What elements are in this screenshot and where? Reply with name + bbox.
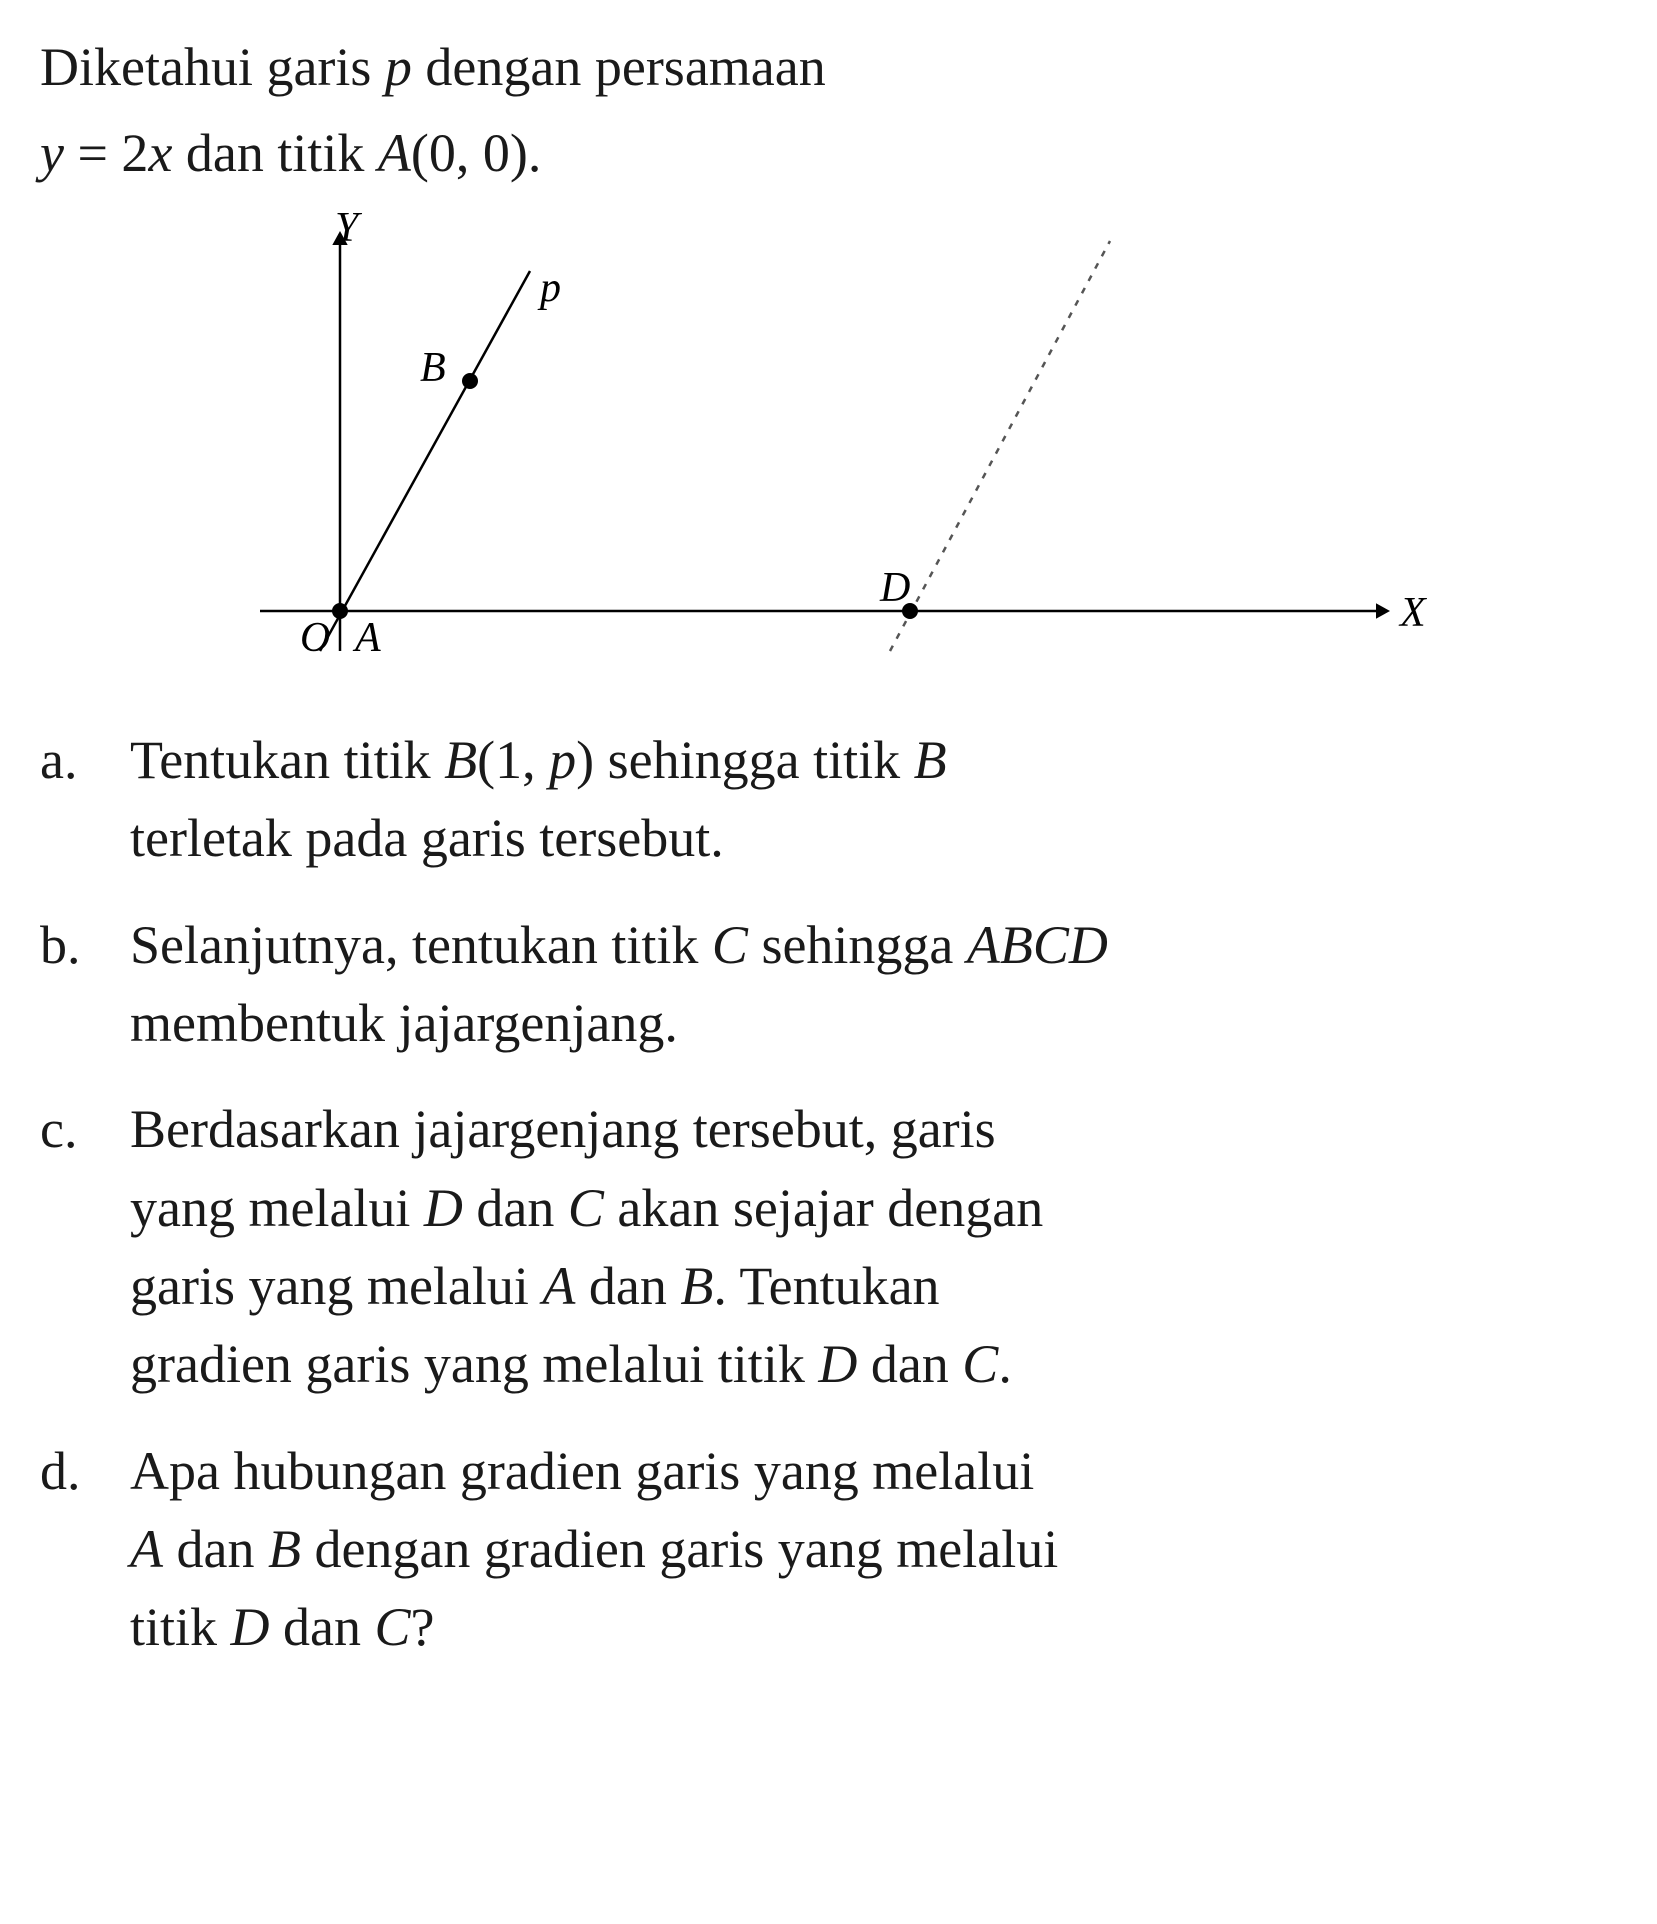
intro-text: = 2	[64, 123, 148, 183]
question-text: Apa hubungan gradien garis yang melalui …	[130, 1432, 1617, 1667]
var-x: x	[148, 123, 172, 183]
question-label: b.	[40, 906, 130, 1063]
text: dengan gradien garis yang melalui	[301, 1519, 1058, 1579]
question-label: c.	[40, 1090, 130, 1403]
question-d: d. Apa hubungan gradien garis yang melal…	[40, 1432, 1617, 1667]
svg-text:Y: Y	[335, 211, 363, 251]
svg-text:p: p	[537, 265, 561, 311]
intro-text: (0, 0).	[411, 123, 541, 183]
text: dan	[270, 1597, 375, 1657]
text: yang melalui	[130, 1178, 424, 1238]
intro-text: dengan persamaan	[412, 37, 826, 97]
question-b: b. Selanjutnya, tentukan titik C sehingg…	[40, 906, 1617, 1063]
text: Tentukan titik	[130, 730, 444, 790]
question-text: Berdasarkan jajargenjang tersebut, garis…	[130, 1090, 1617, 1403]
text: Apa hubungan gradien garis yang melalui	[130, 1441, 1034, 1501]
text: . Tentukan	[713, 1256, 939, 1316]
text: titik	[130, 1597, 231, 1657]
intro-text: dan titik	[172, 123, 377, 183]
var-B: B	[268, 1519, 301, 1579]
var-D: D	[818, 1334, 857, 1394]
intro-text: Diketahui garis	[40, 37, 385, 97]
var-C: C	[962, 1334, 998, 1394]
question-label: d.	[40, 1432, 130, 1667]
question-list: a. Tentukan titik B(1, p) sehingga titik…	[40, 721, 1617, 1666]
coordinate-diagram: Y Xp B D OA	[240, 211, 1440, 691]
var-C: C	[374, 1597, 410, 1657]
text: dan	[163, 1519, 268, 1579]
var-B: B	[680, 1256, 713, 1316]
svg-text:O: O	[300, 615, 330, 661]
diagram-container: Y Xp B D OA	[40, 211, 1617, 691]
svg-text:X: X	[1398, 590, 1428, 636]
text: .	[998, 1334, 1012, 1394]
text: membentuk jajargenjang.	[130, 993, 678, 1053]
intro-line-2: y = 2x dan titik A(0, 0).	[40, 116, 1617, 192]
question-text: Tentukan titik B(1, p) sehingga titik B …	[130, 721, 1617, 878]
question-label: a.	[40, 721, 130, 878]
var-B: B	[914, 730, 947, 790]
text: garis yang melalui	[130, 1256, 542, 1316]
var-C: C	[712, 915, 748, 975]
var-p: p	[549, 730, 576, 790]
text: akan sejajar dengan	[604, 1178, 1043, 1238]
question-text: Selanjutnya, tentukan titik C sehingga A…	[130, 906, 1617, 1063]
var-ABCD: ABCD	[967, 915, 1108, 975]
text: terletak pada garis tersebut.	[130, 808, 724, 868]
text: ) sehingga titik	[576, 730, 913, 790]
question-a: a. Tentukan titik B(1, p) sehingga titik…	[40, 721, 1617, 878]
text: Selanjutnya, tentukan titik	[130, 915, 712, 975]
var-p: p	[385, 37, 412, 97]
var-A: A	[542, 1256, 575, 1316]
text: sehingga	[748, 915, 967, 975]
question-c: c. Berdasarkan jajargenjang tersebut, ga…	[40, 1090, 1617, 1403]
var-y: y	[40, 123, 64, 183]
text: dan	[857, 1334, 962, 1394]
var-A: A	[378, 123, 411, 183]
text: dan	[575, 1256, 680, 1316]
svg-text:A: A	[352, 615, 381, 661]
var-A: A	[130, 1519, 163, 1579]
text: Berdasarkan jajargenjang tersebut, garis	[130, 1099, 996, 1159]
text: gradien garis yang melalui titik	[130, 1334, 818, 1394]
var-D: D	[424, 1178, 463, 1238]
svg-text:B: B	[420, 345, 446, 391]
var-B: B	[444, 730, 477, 790]
text: dan	[463, 1178, 568, 1238]
svg-text:D: D	[879, 565, 910, 611]
var-D: D	[231, 1597, 270, 1657]
var-C: C	[568, 1178, 604, 1238]
text: (1,	[477, 730, 549, 790]
intro-line-1: Diketahui garis p dengan persamaan	[40, 30, 1617, 106]
text: ?	[411, 1597, 435, 1657]
